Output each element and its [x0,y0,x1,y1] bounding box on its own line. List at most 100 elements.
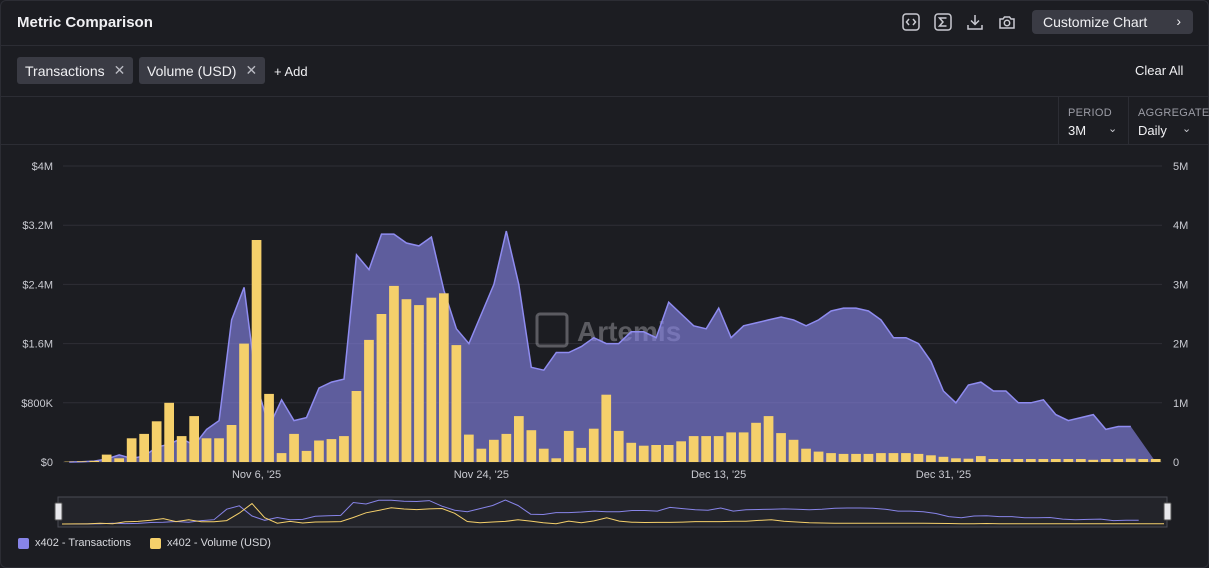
navigator-transactions-line [62,499,1139,525]
right-tick-label: 1M [1173,398,1188,410]
navigator-volume-line [61,502,1164,525]
volume-bar [89,460,100,462]
customize-chart-button[interactable]: Customize Chart › [1032,10,1193,34]
volume-bar [701,436,711,462]
volume-bar [1125,458,1136,462]
customize-chart-label: Customize Chart [1043,14,1148,30]
volume-bar [1150,459,1161,462]
volume-bar [114,458,124,462]
volume-bar [439,293,449,462]
volume-bar [776,433,786,462]
chevron-right-icon: › [1176,13,1181,29]
volume-bar [763,416,774,462]
volume-bar [489,439,499,462]
right-tick-label: 4M [1173,220,1188,232]
volume-bar [151,421,162,462]
legend-swatch [150,537,161,549]
close-icon[interactable]: ✕ [113,62,126,78]
volume-bar [464,434,474,462]
clear-all-button[interactable]: Clear All [1135,63,1184,78]
metric-chips-bar: Transactions ✕ Volume (USD) ✕ + Add Clea… [0,47,1209,97]
aggregate-select[interactable]: AGGREGATE Daily ⌄ [1128,97,1209,145]
camera-icon[interactable] [997,12,1017,32]
sigma-icon[interactable] [933,12,953,32]
volume-bar [276,453,287,462]
transactions-area-layer [69,230,1156,463]
volume-bar [888,453,899,462]
volume-bar [326,439,337,462]
volume-bar [638,445,649,462]
volume-bar [838,453,849,462]
artemis-logo-icon [535,312,569,348]
volume-bar [501,433,512,462]
volume-bar [588,428,599,462]
volume-bar [1113,459,1124,462]
chevron-down-icon: ⌄ [1108,123,1118,135]
volume-bar [401,299,412,462]
chevron-down-icon: ⌄ [1182,123,1192,135]
volume-bar [414,305,424,462]
period-value: 3M [1068,123,1087,138]
volume-bar [1001,459,1011,462]
volume-bar [1026,459,1036,462]
left-tick-label: $4M [32,161,53,173]
period-label: PERIOD [1068,107,1112,119]
volume-bar [913,453,924,462]
download-icon[interactable] [965,12,985,32]
volume-bar [226,425,237,462]
chip-volume[interactable]: Volume (USD) ✕ [139,57,266,84]
volume-bar [251,240,262,462]
range-navigator [54,496,1172,528]
legend-swatch [18,537,29,549]
legend-item-volume[interactable]: x402 - Volume (USD) [150,537,271,549]
close-icon[interactable]: ✕ [245,62,258,78]
volume-bar [164,402,174,462]
volume-bar [563,430,574,462]
volume-bar [189,416,199,462]
period-select[interactable]: PERIOD 3M ⌄ [1058,97,1128,145]
panel-header: Metric Comparison Customize Chart › [0,0,1209,46]
add-metric-button[interactable]: + Add [274,64,308,79]
volume-bar [1013,459,1024,462]
left-tick-label: $3.2M [22,220,53,232]
transactions-area [69,231,1156,462]
volume-bar [813,451,824,462]
transactions-line [69,230,1131,463]
volume-bar [976,456,986,462]
volume-bar [514,416,524,462]
legend-item-transactions[interactable]: x402 - Transactions [18,537,131,549]
volume-bar [1100,459,1111,462]
volume-bar [176,436,187,462]
volume-bar [214,438,224,462]
left-tick-label: $1.6M [22,339,53,351]
volume-bar [351,391,362,462]
chip-transactions[interactable]: Transactions ✕ [17,57,134,84]
volume-bar [826,453,836,462]
volume-bar [988,459,999,462]
volume-bar [751,422,761,462]
chart-controls: PERIOD 3M ⌄ AGGREGATE Daily ⌄ [0,97,1209,145]
volume-bar [688,436,699,462]
volume-bar [476,448,487,462]
volume-bar [301,450,312,462]
volume-bar [626,442,637,462]
volume-bar [876,453,886,462]
x-axis: Nov 6, '25 Nov 24, '25 Dec 13, '25 Dec 31, … [232,469,971,481]
volume-bar [788,439,799,462]
volume-bar [963,458,974,462]
volume-bar [201,438,212,462]
code-icon[interactable] [901,12,921,32]
metric-chart[interactable]: Artemis $0$800K$1.6M$2.4M$3.2M$4M 01M2M3… [0,145,1209,535]
x-tick-label: Dec 13, '25 [691,469,746,481]
right-tick-label: 0 [1173,457,1179,469]
volume-bar [551,458,562,462]
volume-bar [901,453,911,462]
volume-bar [738,432,749,462]
left-tick-label: $0 [41,457,53,469]
x-tick-label: Dec 31, '25 [916,469,971,481]
volume-bar [676,441,686,462]
volume-bar [264,393,274,462]
chip-label: Volume (USD) [147,62,237,79]
volume-bar [1038,459,1049,462]
volume-bar [139,433,149,462]
